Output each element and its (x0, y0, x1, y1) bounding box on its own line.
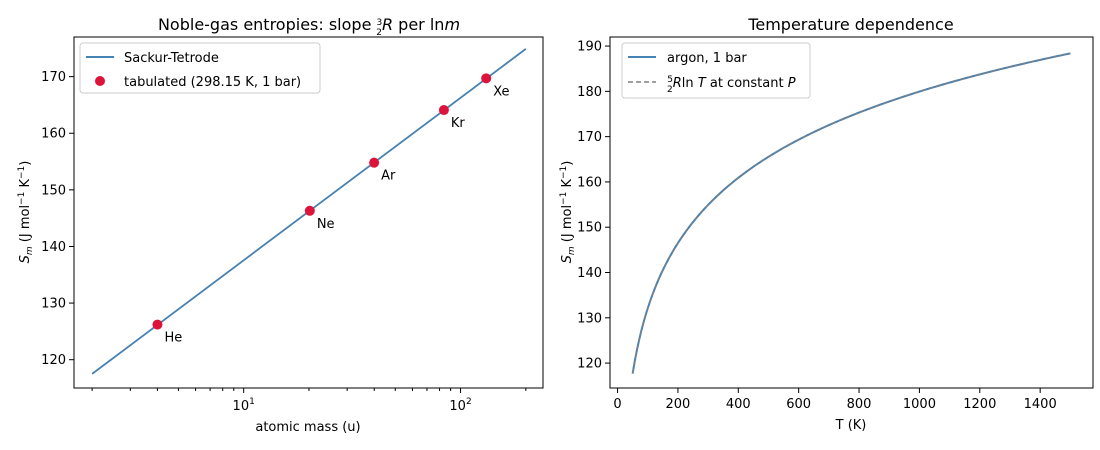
right-y-tick-label: 190 (577, 40, 602, 55)
legend-label-argon: argon, 1 bar (667, 51, 747, 66)
right-x-tick-label: 400 (726, 397, 751, 412)
left-legend-box (79, 42, 321, 94)
right-x-axis-label: T (K) (835, 418, 867, 433)
element-label: Ne (317, 217, 335, 232)
right-chart: Temperature dependence 120 130 140 150 160 17… (559, 15, 1094, 433)
tabulated-point (438, 105, 449, 116)
right-x-tick-label: 800 (847, 397, 872, 412)
left-title-frac-den: 2 (376, 28, 382, 38)
left-axes-frame (73, 36, 544, 389)
right-x-tick-label: 200 (666, 397, 691, 412)
legend-label-sackur: Sackur-Tetrode (124, 51, 219, 66)
left-title-prefix: Noble-gas entropies: slope (158, 15, 377, 34)
right-legend-box (621, 42, 811, 99)
right-y-tick-label: 180 (577, 85, 602, 100)
left-title-m: m (444, 15, 460, 34)
element-label: Xe (493, 84, 509, 99)
left-title-R: R (382, 15, 393, 34)
left-title-per: per ln (393, 15, 444, 34)
right-x-tick-label: 600 (786, 397, 811, 412)
legend-marker-tabulated (95, 76, 105, 86)
left-chart-title: Noble-gas entropies: slope 3 2R per lnm (158, 15, 460, 38)
right-y-axis-label: Sm (J mol−1 K−1) (559, 161, 577, 264)
constant-p-curve (631, 52, 1071, 374)
right-y-tick-label: 150 (577, 221, 602, 236)
left-y-tick-label: 120 (41, 353, 66, 368)
element-label: Kr (451, 116, 466, 131)
right-x-tick-label: 0 (613, 397, 621, 412)
tabulated-point (152, 319, 163, 330)
right-legend: argon, 1 bar 5 2Rln T at constant P (621, 42, 811, 99)
right-x-tick-label: 1000 (903, 397, 936, 412)
right-y-tick-label: 120 (577, 357, 602, 372)
left-x-axis-label: atomic mass (u) (255, 420, 360, 435)
right-x-tick-label: 1400 (1024, 397, 1057, 412)
tabulated-point (369, 157, 380, 168)
right-axes-frame (609, 36, 1094, 389)
tabulated-point (481, 73, 492, 84)
left-y-tick-label: 170 (41, 70, 66, 85)
right-y-tick-label: 130 (577, 311, 602, 326)
element-label: He (164, 331, 182, 346)
right-y-tick-label: 140 (577, 266, 602, 281)
tabulated-point (304, 205, 315, 216)
left-y-tick-label: 130 (41, 297, 66, 312)
left-legend: Sackur-Tetrode tabulated (298.15 K, 1 ba… (79, 42, 321, 94)
legend-label-tabulated: tabulated (298.15 K, 1 bar) (124, 75, 301, 90)
left-y-tick-label: 140 (41, 240, 66, 255)
left-y-axis-label: Sm (J mol−1 K−1) (17, 161, 35, 264)
right-y-tick-label: 160 (577, 175, 602, 190)
legend-label-const-p: 5 2Rln T at constant P (667, 75, 796, 95)
right-x-tick-label: 1200 (963, 397, 996, 412)
left-x-tick-label: 101 (233, 397, 255, 414)
right-y-tick-label: 170 (577, 130, 602, 145)
right-chart-title: Temperature dependence (747, 15, 953, 34)
left-y-tick-label: 160 (41, 127, 66, 142)
left-chart: Noble-gas entropies: slope 3 2R per lnm 1… (17, 15, 544, 435)
left-y-tick-label: 150 (41, 183, 66, 198)
element-label: Ar (381, 169, 396, 184)
left-title-frac-num: 3 (377, 18, 383, 28)
left-x-tick-label: 102 (449, 397, 471, 414)
argon-curve (631, 52, 1071, 374)
